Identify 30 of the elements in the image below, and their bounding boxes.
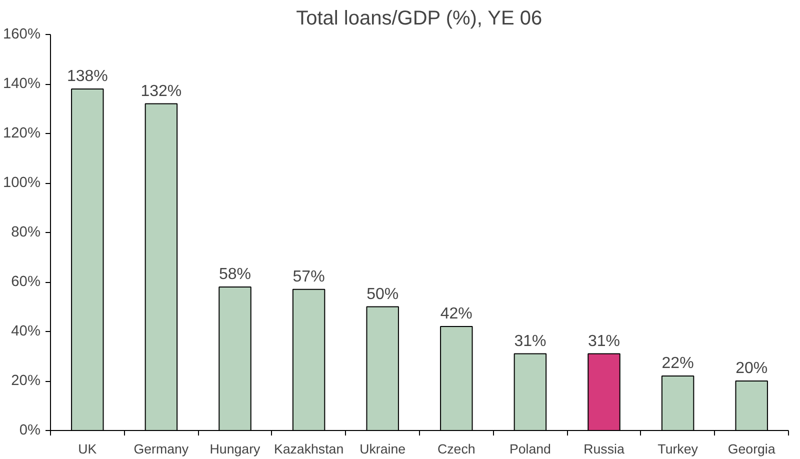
y-tick-label: 100%	[3, 175, 41, 191]
x-tick-label: Germany	[134, 442, 189, 456]
x-tick-label: Ukraine	[360, 442, 406, 456]
data-label: 31%	[514, 332, 546, 350]
y-tick-label: 120%	[3, 126, 41, 142]
y-tick-label: 20%	[11, 373, 41, 389]
y-tick-label: 0%	[19, 422, 41, 438]
y-tick-label: 80%	[11, 224, 41, 240]
data-label: 42%	[440, 306, 472, 323]
data-label: 138%	[66, 68, 108, 85]
x-tick-label: Hungary	[210, 442, 261, 456]
y-tick-label: 60%	[11, 274, 41, 290]
x-tick-label: Russia	[584, 442, 625, 456]
x-tick-label: Poland	[509, 442, 551, 456]
data-label: 20%	[736, 360, 768, 377]
x-tick-label: Kazakhstan	[274, 442, 344, 456]
x-tick-label: Czech	[438, 442, 476, 456]
y-tick-label: 140%	[3, 76, 41, 92]
x-tick-label: Georgia	[728, 442, 776, 456]
x-tick-label: Turkey	[658, 442, 698, 456]
data-label: 22%	[662, 355, 694, 372]
data-label: 58%	[218, 266, 252, 283]
data-label: 31%	[588, 332, 620, 350]
y-tick-label: 40%	[11, 324, 41, 340]
data-label: 50%	[366, 286, 399, 303]
data-label: 57%	[292, 268, 325, 286]
data-label: 132%	[140, 82, 182, 100]
x-tick-label: UK	[78, 442, 97, 456]
y-tick-label: 160%	[3, 26, 41, 42]
chart-title: Total loans/GDP (%), YE 06	[296, 8, 542, 30]
